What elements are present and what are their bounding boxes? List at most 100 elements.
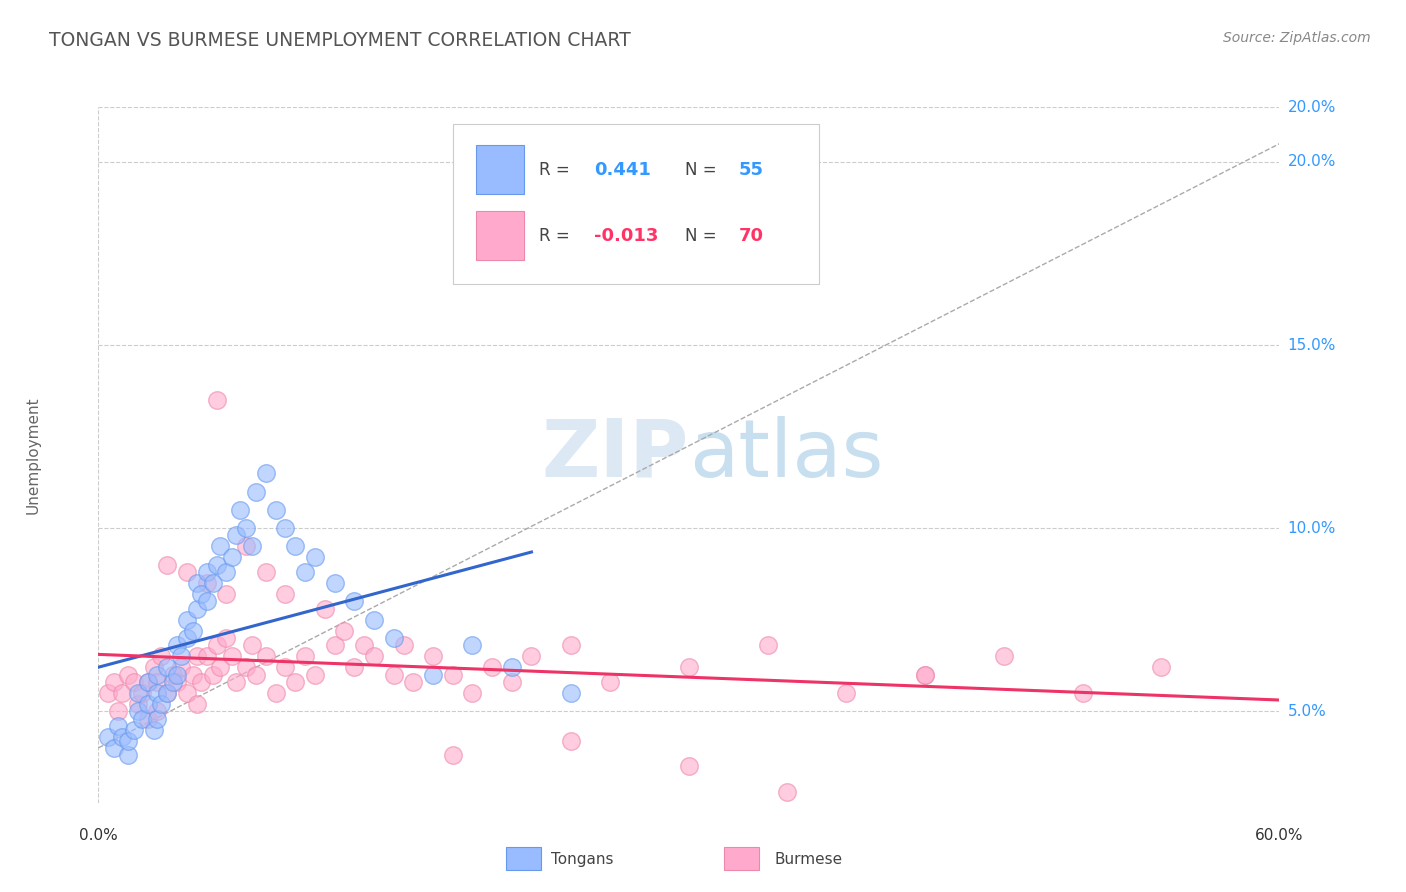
Point [284,540,307,554]
Point [333,624,356,638]
Text: 10.0%: 10.0% [1288,521,1336,536]
Text: TONGAN VS BURMESE UNEMPLOYMENT CORRELATION CHART: TONGAN VS BURMESE UNEMPLOYMENT CORRELATI… [49,31,631,50]
Point [146,686,169,700]
Point [117,748,139,763]
Point [560,686,582,700]
Point [240,638,263,652]
Point [195,649,218,664]
Point [382,667,405,681]
Point [422,667,444,681]
Point [176,565,198,579]
Point [195,594,218,608]
Text: 15.0%: 15.0% [1288,337,1336,352]
Point [245,484,267,499]
Text: Tongans: Tongans [551,853,613,867]
Point [343,594,366,608]
Point [274,587,297,601]
Text: Burmese: Burmese [775,853,842,867]
Point [353,638,375,652]
Point [501,660,523,674]
Point [209,540,232,554]
Point [205,392,228,407]
Text: R =: R = [538,227,575,244]
Point [402,675,425,690]
Point [221,649,243,664]
Point [127,704,149,718]
Text: 5.0%: 5.0% [1288,704,1326,719]
Point [215,565,238,579]
Point [323,576,346,591]
Point [501,675,523,690]
Point [205,638,228,652]
Point [122,723,145,737]
Point [343,660,366,674]
Text: Unemployment: Unemployment [25,396,41,514]
Point [103,740,125,755]
Point [97,730,120,744]
Point [560,733,582,747]
Point [1071,686,1094,700]
Bar [477,211,523,260]
Point [599,675,621,690]
Point [678,759,700,773]
Point [166,638,188,652]
Point [461,638,484,652]
Point [201,667,224,681]
Point [162,667,184,681]
Point [156,686,179,700]
Point [127,686,149,700]
Point [304,550,326,565]
Point [993,649,1015,664]
Point [150,649,173,664]
Point [195,576,218,591]
Point [392,638,415,652]
Point [225,675,247,690]
Point [835,686,858,700]
Point [363,613,385,627]
Text: N =: N = [685,227,723,244]
Point [166,675,188,690]
Point [441,748,464,763]
Text: 20.0%: 20.0% [1288,100,1336,114]
Point [186,697,208,711]
Point [245,667,267,681]
Point [176,686,198,700]
Point [111,686,134,700]
Point [264,686,287,700]
Point [156,686,179,700]
Point [294,565,316,579]
Point [441,667,464,681]
Point [221,550,243,565]
Point [146,675,169,690]
Text: 20.0%: 20.0% [1288,154,1336,169]
Point [111,730,134,744]
Text: R =: R = [538,161,575,178]
Point [166,667,188,681]
Point [235,521,257,535]
Point [756,638,779,652]
Point [205,558,228,572]
Point [131,686,153,700]
Point [914,667,936,681]
Point [117,667,139,681]
Point [170,649,193,664]
Text: 0.441: 0.441 [595,161,651,178]
Point [363,649,385,664]
Point [481,660,503,674]
Text: ZIP: ZIP [541,416,689,494]
Point [422,649,444,664]
FancyBboxPatch shape [453,124,818,285]
Point [181,667,204,681]
Point [776,785,799,799]
Point [560,638,582,652]
Point [162,675,184,690]
Text: atlas: atlas [689,416,883,494]
Point [190,587,212,601]
Point [678,660,700,674]
Point [209,660,232,674]
Point [156,558,179,572]
Point [136,697,159,711]
Text: N =: N = [685,161,723,178]
Text: Source: ZipAtlas.com: Source: ZipAtlas.com [1223,31,1371,45]
Point [284,675,307,690]
